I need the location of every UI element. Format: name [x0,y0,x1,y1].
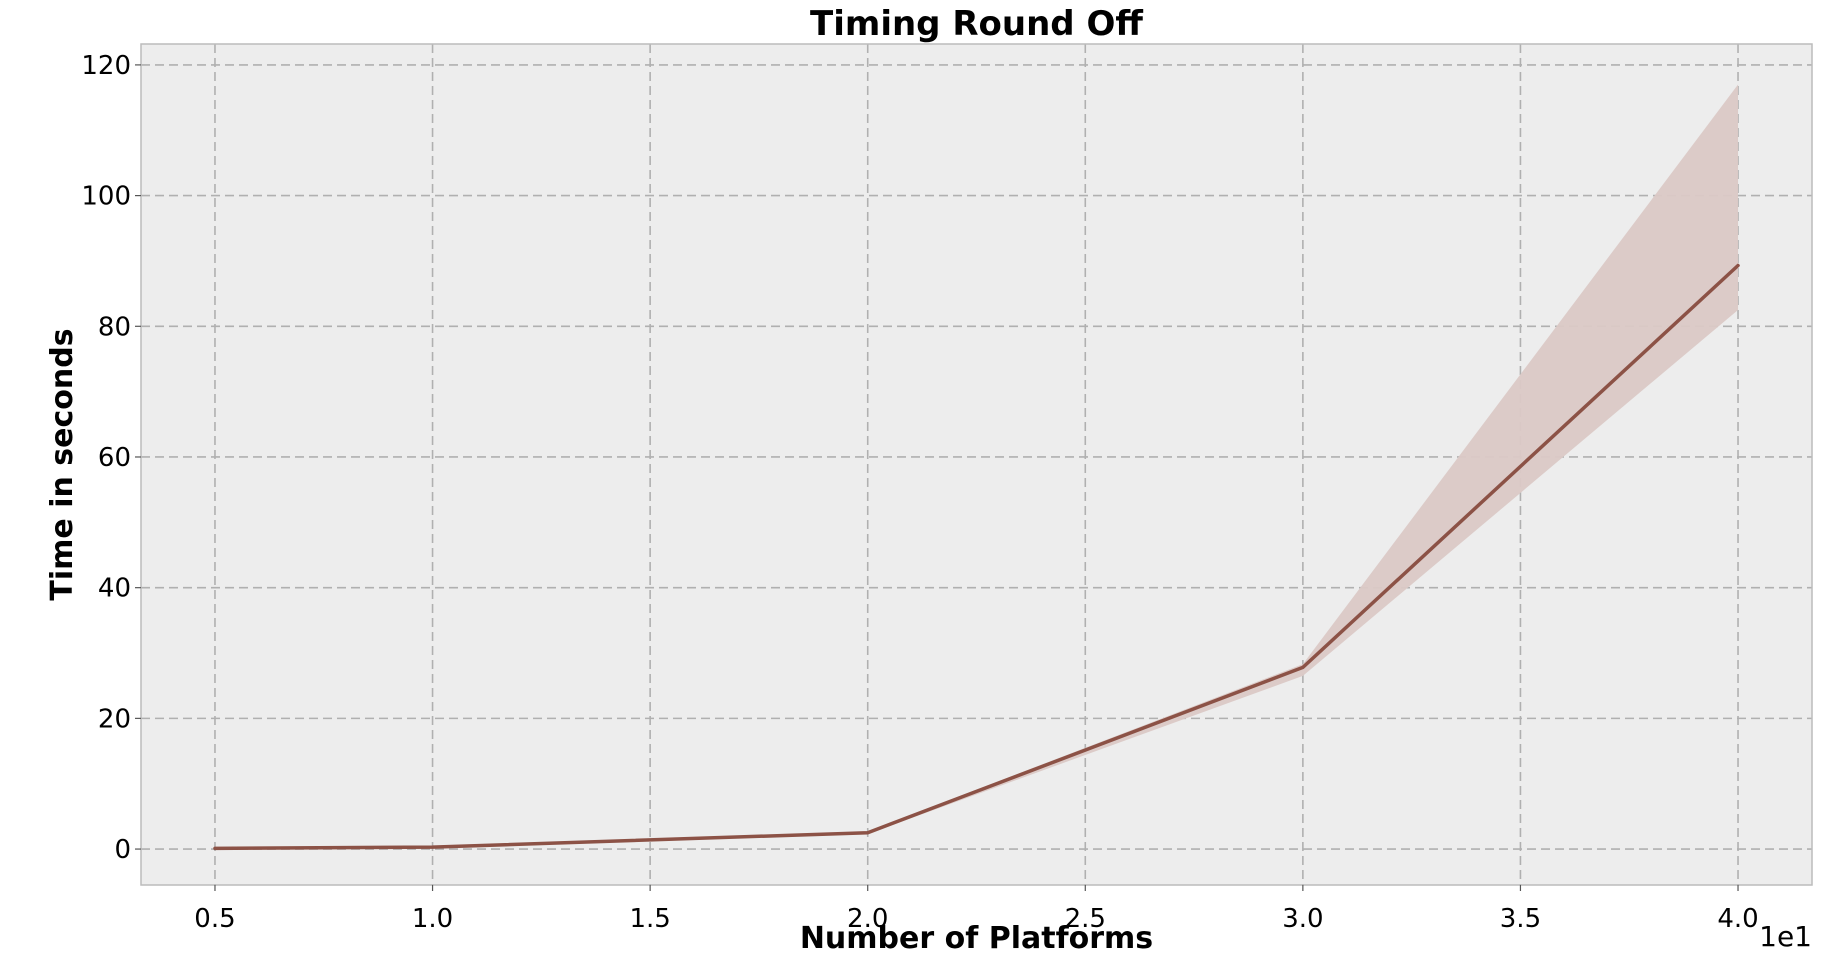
y-tick-labels: 0 20 40 60 80 100 120 [81,51,141,865]
plot-frame [140,43,1813,886]
series-line [213,263,1740,851]
y-tick-label: 100 [81,182,131,212]
y-tick-label: 60 [98,443,131,473]
y-tick-label: 80 [98,312,131,342]
y-tick-label: 40 [98,574,131,604]
series-line-layer [213,263,1740,851]
y-tick-label: 20 [98,704,131,734]
y-tick-label: 0 [114,835,131,865]
x-tick-label: 2.0 [847,904,888,934]
x-tick-label: 3.0 [1282,904,1323,934]
x-tick-label: 0.5 [194,904,235,934]
x-axis-offset-label: 1e1 [1759,920,1812,953]
chart-title: Timing Round Off [810,4,1143,44]
y-axis-title: Time in seconds [45,328,80,600]
x-tick-label: 4.0 [1717,904,1758,934]
x-tick-label: 2.5 [1065,904,1106,934]
x-axis-title: Number of Platforms [800,921,1153,956]
x-tick-label: 1.0 [412,904,453,934]
y-tick-label: 120 [81,51,131,81]
plot-area [141,44,1812,885]
x-tick-label: 1.5 [629,904,670,934]
x-tick-label: 3.5 [1500,904,1541,934]
x-tick-labels: 0.5 1.0 1.5 2.0 2.5 3.0 3.5 4.0 [194,885,1759,934]
